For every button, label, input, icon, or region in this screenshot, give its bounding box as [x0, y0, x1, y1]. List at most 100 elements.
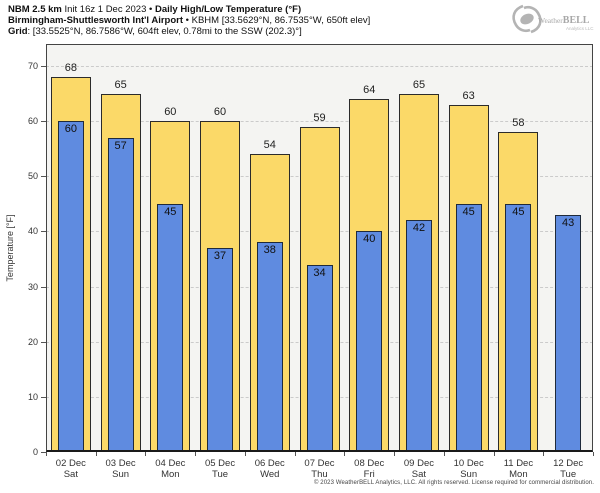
low-bar — [455, 203, 482, 452]
high-value-label: 64 — [363, 84, 376, 97]
x-tick-mark — [145, 452, 147, 456]
low-value-label: 34 — [313, 266, 326, 279]
high-value-label: 65 — [114, 78, 127, 91]
model-name: NBM 2.5 km — [8, 4, 62, 15]
x-tick-day: Fri — [363, 469, 375, 480]
y-tick-label: 0 — [32, 447, 38, 457]
x-tick-mark — [344, 452, 346, 456]
product-name: Daily High/Low Temperature (°F) — [154, 4, 302, 15]
y-tick-label: 10 — [27, 391, 38, 402]
chart-title-line: NBM 2.5 km Init 16z 1 Dec 2023 • Daily H… — [8, 4, 301, 15]
station-line: Birmingham-Shuttlesworth Int'l Airport •… — [8, 15, 370, 26]
x-tick-day: Mon — [509, 469, 528, 480]
low-value-label: 45 — [512, 205, 525, 218]
station-coords: • KBHM [33.5629°N, 86.7535°W, 650ft elev… — [183, 15, 371, 26]
x-tick-mark — [593, 452, 594, 456]
low-bar — [356, 231, 383, 452]
x-tick-date: 10 Dec — [453, 458, 484, 469]
station-name: Birmingham-Shuttlesworth Int'l Airport — [8, 15, 184, 26]
y-tick-label: 70 — [27, 61, 38, 72]
low-bar — [505, 203, 532, 452]
low-value-label: 60 — [64, 123, 77, 136]
x-tick-mark — [95, 452, 97, 456]
weatherbell-logo: WeatherBELL Analytics LLC — [510, 2, 596, 36]
y-tick-label: 60 — [27, 116, 38, 127]
high-value-label: 63 — [462, 89, 475, 102]
x-tick-mark — [443, 452, 445, 456]
low-bar — [57, 121, 84, 452]
low-bar — [207, 248, 234, 452]
hurricane-icon: WeatherBELL Analytics LLC — [512, 4, 594, 34]
high-value-label: 59 — [313, 111, 326, 124]
x-tick-mark — [46, 452, 47, 456]
y-axis-title: Temperature [°F] — [5, 214, 15, 282]
x-tick-mark — [195, 452, 197, 456]
y-tick-mark — [41, 121, 46, 123]
low-value-label: 38 — [263, 244, 276, 257]
x-tick-day: Sun — [460, 469, 478, 480]
low-value-label: 42 — [412, 222, 426, 235]
high-value-label: 60 — [164, 106, 177, 119]
y-tick-label: 50 — [27, 171, 38, 182]
high-value-label: 68 — [64, 62, 77, 75]
y-tick-label: 20 — [27, 336, 38, 347]
low-bar — [405, 220, 432, 452]
x-tick-date: 04 Dec — [155, 458, 186, 469]
y-tick-mark — [41, 452, 46, 453]
x-tick-day: Sat — [411, 469, 427, 480]
x-tick-day: Sun — [112, 469, 130, 480]
low-value-label: 45 — [462, 205, 475, 218]
x-tick-day: Mon — [161, 469, 180, 480]
x-tick-mark — [394, 452, 396, 456]
y-tick-label: 40 — [27, 226, 38, 237]
x-tick-date: 05 Dec — [204, 458, 236, 469]
x-tick-day: Sat — [63, 469, 78, 480]
x-tick-mark — [244, 452, 246, 456]
x-tick-day: Thu — [311, 469, 328, 480]
y-tick-mark — [41, 231, 46, 233]
y-tick-mark — [41, 396, 46, 398]
x-tick-date: 02 Dec — [55, 458, 86, 469]
svg-text:Analytics LLC: Analytics LLC — [566, 26, 594, 31]
copyright-notice: © 2023 WeatherBELL Analytics, LLC. All r… — [314, 480, 594, 486]
x-tick-day: Tue — [560, 469, 577, 480]
y-tick-mark — [41, 341, 46, 343]
x-tick-date: 09 Dec — [403, 458, 434, 469]
high-value-label: 58 — [512, 117, 525, 130]
init-time: Init 16z 1 Dec 2023 • — [61, 4, 155, 15]
low-bar — [256, 242, 283, 452]
x-tick-date: 06 Dec — [254, 458, 285, 469]
svg-text:WeatherBELL: WeatherBELL — [538, 15, 590, 26]
x-tick-date: 03 Dec — [105, 458, 136, 469]
x-tick-mark — [294, 452, 296, 456]
x-tick-mark — [493, 452, 495, 456]
low-value-label: 45 — [164, 205, 177, 218]
high-value-label: 65 — [412, 78, 426, 91]
y-tick-mark — [41, 66, 46, 68]
grid-coords: : [33.5525°N, 86.7586°W, 604ft elev, 0.7… — [27, 26, 302, 37]
x-tick-date: 12 Dec — [553, 458, 584, 469]
low-bar — [306, 264, 333, 452]
low-value-label: 37 — [213, 250, 227, 262]
low-bar — [555, 214, 582, 452]
low-value-label: 43 — [562, 216, 575, 229]
low-value-label: 40 — [363, 233, 376, 246]
high-value-label: 54 — [263, 139, 276, 152]
gridline — [46, 66, 593, 68]
gridline — [46, 121, 593, 123]
low-value-label: 57 — [114, 139, 127, 152]
y-tick-label: 30 — [27, 281, 38, 292]
x-tick-date: 11 Dec — [503, 458, 534, 469]
low-bar — [157, 203, 184, 452]
high-value-label: 60 — [213, 106, 227, 119]
x-tick-mark — [543, 452, 545, 456]
grid-label: Grid — [8, 26, 28, 37]
low-bar — [107, 137, 134, 452]
x-tick-day: Wed — [260, 469, 280, 480]
y-tick-mark — [41, 176, 46, 178]
y-tick-mark — [41, 286, 46, 288]
x-tick-date: 07 Dec — [304, 458, 335, 469]
x-tick-date: 08 Dec — [354, 458, 385, 469]
grid-line: Grid: [33.5525°N, 86.7586°W, 604ft elev,… — [8, 26, 302, 37]
